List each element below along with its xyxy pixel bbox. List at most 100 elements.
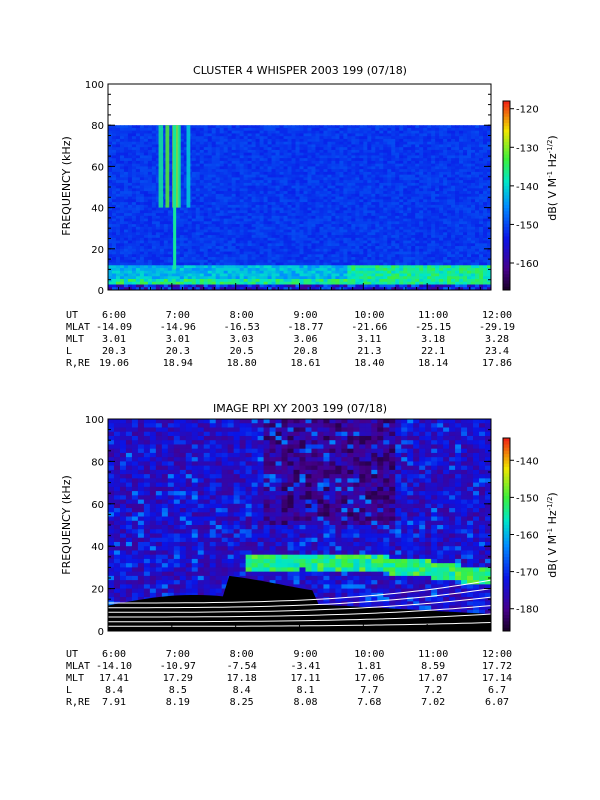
y-tick-label: 80 — [91, 121, 104, 132]
ephemeris-value: -10.97 — [160, 661, 196, 672]
ephemeris-row-label: L — [66, 346, 72, 357]
ephemeris-value: 9:00 — [293, 649, 317, 660]
y-tick-label: 40 — [91, 204, 104, 215]
y-axis-ticks: 0 20 40 60 80 100 — [85, 80, 491, 297]
ephemeris-value: 17.06 — [354, 673, 384, 684]
ephemeris-row-label: UT — [66, 649, 78, 660]
colorbar-tick-label: -160 — [516, 259, 539, 270]
y-tick-label: 80 — [91, 457, 104, 468]
ephemeris-value: 17.86 — [482, 358, 512, 369]
ephemeris-value: 20.8 — [293, 346, 317, 357]
ephemeris-value: 8.1 — [296, 685, 314, 696]
colorbar-tick-label: -140 — [516, 456, 539, 467]
ephemeris-value: 7.91 — [102, 697, 126, 708]
ephemeris-value: 17.72 — [482, 661, 512, 672]
ephemeris-value: 7.2 — [424, 685, 442, 696]
chart-title: CLUSTER 4 WHISPER 2003 199 (07/18) — [193, 64, 407, 77]
ephemeris-value: -16.53 — [224, 322, 260, 333]
ephemeris-value: 3.28 — [485, 334, 509, 345]
ephemeris-value: 3.06 — [293, 334, 317, 345]
ephemeris-value: 22.1 — [421, 346, 445, 357]
ephemeris-value: 12:00 — [482, 649, 512, 660]
ephemeris-value: 8.4 — [233, 685, 251, 696]
ephemeris-value: 8.59 — [421, 661, 445, 672]
ephemeris-value: -14.09 — [96, 322, 132, 333]
y-tick-label: 0 — [98, 627, 104, 638]
y-tick-label: 100 — [85, 415, 104, 426]
colorbar-tick-label: -140 — [516, 182, 539, 193]
colorbar-tick-label: -170 — [516, 568, 539, 579]
ephemeris-value: 11:00 — [418, 310, 448, 321]
y-tick-label: 100 — [85, 80, 104, 91]
ephemeris-value: 3.11 — [357, 334, 381, 345]
ephemeris-value: -18.77 — [287, 322, 323, 333]
colorbar-tick-label: -150 — [516, 220, 539, 231]
ephemeris-value: 10:00 — [354, 310, 384, 321]
ephemeris-value: 8.5 — [169, 685, 187, 696]
chart-title: IMAGE RPI XY 2003 199 (07/18) — [213, 402, 387, 415]
colorbar-tick-label: -130 — [516, 143, 539, 154]
ephemeris-value: 17.18 — [227, 673, 257, 684]
ephemeris-value: -14.96 — [160, 322, 196, 333]
ephemeris-value: 6:00 — [102, 649, 126, 660]
colorbar-frame — [502, 100, 511, 291]
ephemeris-value: 17.11 — [290, 673, 320, 684]
ephemeris-row-label: MLAT — [66, 322, 90, 333]
ephemeris-value: 18.61 — [290, 358, 320, 369]
ephemeris-value: 7.68 — [357, 697, 381, 708]
ephemeris-value: 6.07 — [485, 697, 509, 708]
ephemeris-value: 3.01 — [102, 334, 126, 345]
ephemeris-value: 3.01 — [166, 334, 190, 345]
ephemeris-table: UTMLATMLTLR,RE6:00-14.093.0120.319.067:0… — [66, 310, 515, 369]
ephemeris-value: -7.54 — [227, 661, 257, 672]
ephemeris-table: UTMLATMLTLR,RE6:00-14.1017.418.47.917:00… — [66, 649, 512, 708]
y-tick-label: 60 — [91, 162, 104, 173]
ephemeris-row-label: UT — [66, 310, 78, 321]
ephemeris-value: 20.3 — [166, 346, 190, 357]
ephemeris-value: 17.14 — [482, 673, 512, 684]
ephemeris-value: 3.03 — [230, 334, 254, 345]
ephemeris-value: 7.7 — [360, 685, 378, 696]
ephemeris-value: 10:00 — [354, 649, 384, 660]
y-tick-label: 60 — [91, 500, 104, 511]
ephemeris-row-label: R,RE — [66, 697, 90, 708]
colorbar-tick-label: -180 — [516, 605, 539, 616]
ephemeris-value: 3.18 — [421, 334, 445, 345]
colorbar-tick-label: -150 — [516, 493, 539, 504]
ephemeris-value: 8.25 — [230, 697, 254, 708]
ephemeris-value: 1.81 — [357, 661, 381, 672]
ephemeris-value: 18.80 — [227, 358, 257, 369]
ephemeris-value: 7:00 — [166, 310, 190, 321]
ephemeris-value: 17.41 — [99, 673, 129, 684]
y-axis-label: FREQUENCY (kHz) — [60, 475, 73, 575]
spectrogram-area — [107, 125, 492, 291]
y-axis-label: FREQUENCY (kHz) — [60, 136, 73, 236]
ephemeris-row-label: MLT — [66, 673, 84, 684]
ephemeris-value: 18.14 — [418, 358, 448, 369]
ephemeris-value: 8:00 — [230, 310, 254, 321]
ephemeris-value: 8:00 — [230, 649, 254, 660]
colorbar-label: dB( V M-1 Hz-1/2) — [546, 492, 559, 577]
cluster-whisper-panel: CLUSTER 4 WHISPER 2003 199 (07/18) 0 20 40… — [60, 64, 559, 369]
y-tick-label: 0 — [98, 286, 104, 297]
ephemeris-value: 17.29 — [163, 673, 193, 684]
ephemeris-value: 20.5 — [230, 346, 254, 357]
colorbar: -120 -130 -140 -150 -160 — [502, 100, 539, 291]
ephemeris-value: 21.3 — [357, 346, 381, 357]
ephemeris-row-label: MLT — [66, 334, 84, 345]
ephemeris-value: -21.66 — [351, 322, 387, 333]
ephemeris-value: -14.10 — [96, 661, 132, 672]
ephemeris-value: 9:00 — [293, 310, 317, 321]
ephemeris-value: -25.15 — [415, 322, 451, 333]
ephemeris-value: 6:00 — [102, 310, 126, 321]
colorbar: -140 -150 -160 -170 -180 — [502, 437, 539, 632]
ephemeris-value: 8.08 — [293, 697, 317, 708]
spectrogram-area — [107, 419, 492, 632]
y-axis-ticks: 0 20 40 60 80 100 — [85, 415, 491, 638]
ephemeris-value: 8.4 — [105, 685, 123, 696]
colorbar-label: dB( V M-1 Hz-1/2) — [546, 135, 559, 220]
ephemeris-value: 18.40 — [354, 358, 384, 369]
ephemeris-value: 8.19 — [166, 697, 190, 708]
ephemeris-value: 19.06 — [99, 358, 129, 369]
